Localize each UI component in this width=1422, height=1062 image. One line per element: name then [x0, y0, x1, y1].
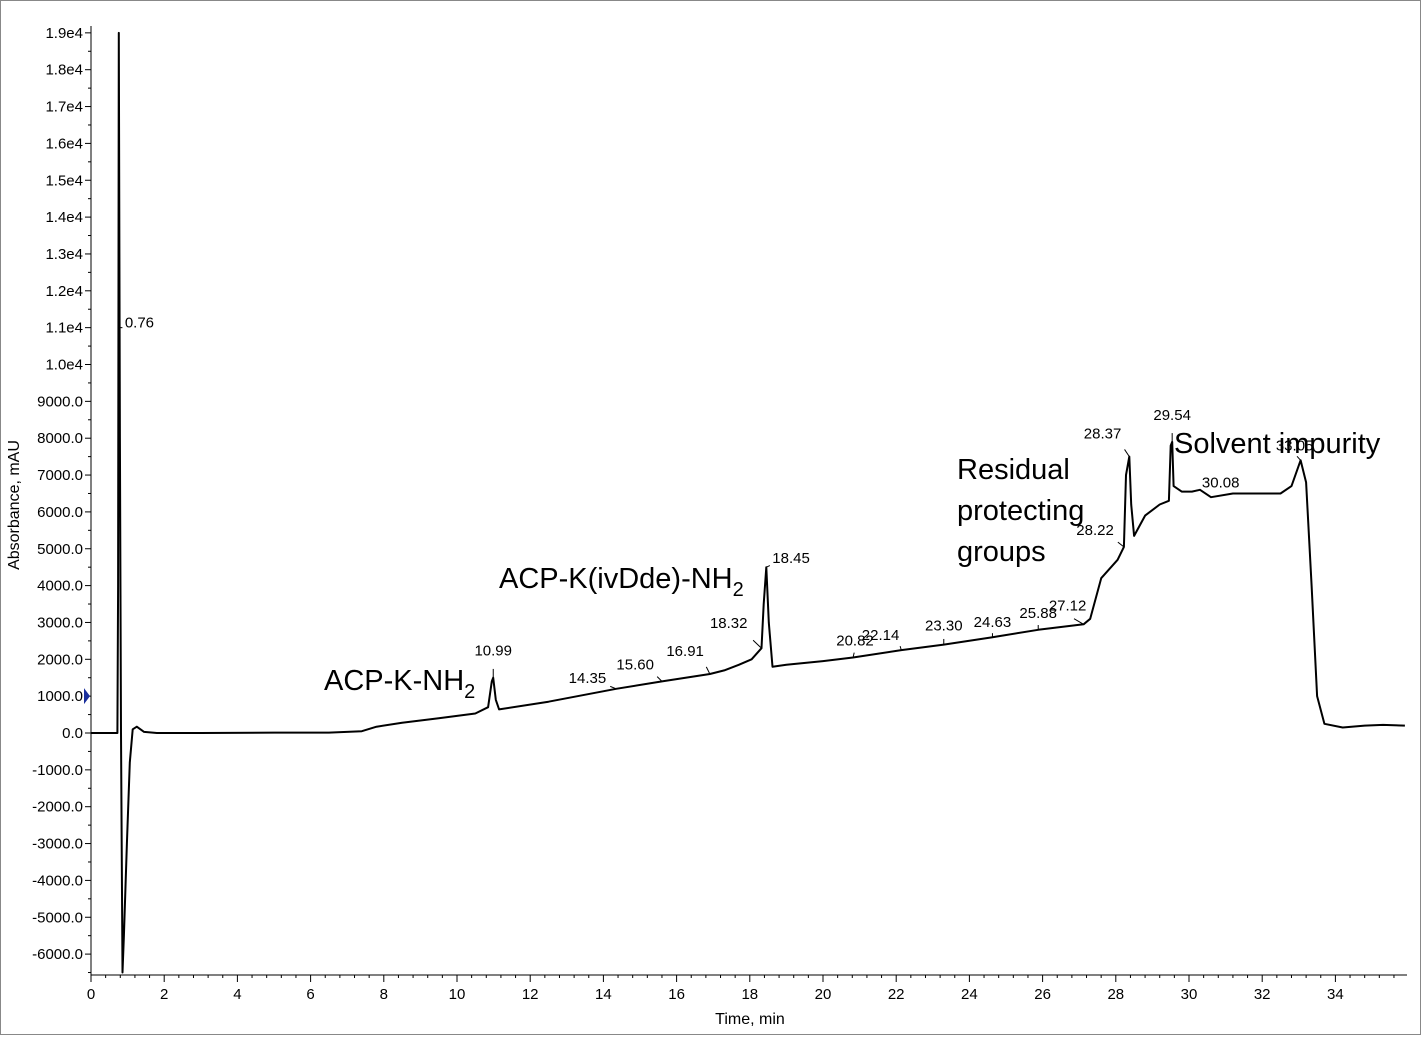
y-tick-label: -4000.0: [32, 872, 83, 889]
peak-label: 10.99: [474, 643, 512, 660]
y-tick-label: -5000.0: [32, 909, 83, 926]
peak-leader: [610, 685, 617, 690]
y-tick-label: 9000.0: [37, 393, 83, 410]
x-tick-label: 2: [160, 986, 168, 1003]
x-tick-label: 22: [888, 986, 905, 1003]
y-tick-label: 1.3e4: [45, 246, 83, 263]
y-tick-label: 2000.0: [37, 651, 83, 668]
annotation-solvent-impurity: Solvent impurity: [1174, 428, 1381, 460]
x-tick-label: 26: [1034, 986, 1051, 1003]
y-tick-label: 0.0: [62, 725, 83, 742]
x-tick-label: 10: [449, 986, 466, 1003]
x-tick-label: 28: [1107, 986, 1124, 1003]
x-tick-label: 24: [961, 986, 978, 1003]
peak-leader: [752, 639, 762, 649]
x-tick-label: 30: [1181, 986, 1198, 1003]
y-tick-label: 8000.0: [37, 430, 83, 447]
y-tick-label: -3000.0: [32, 836, 83, 853]
x-tick-label: 20: [815, 986, 832, 1003]
x-tick-label: 4: [233, 986, 241, 1003]
y-tick-label: 1.5e4: [45, 172, 83, 189]
peak-label: 33.05: [1276, 437, 1314, 454]
peak-leader: [1296, 455, 1302, 461]
y-tick-label: -1000.0: [32, 762, 83, 779]
peak-label: 30.08: [1202, 475, 1240, 492]
peak-label: 20.82: [836, 632, 874, 649]
x-axis-title: Time, min: [715, 1011, 785, 1028]
x-tick-label: 14: [595, 986, 612, 1003]
series-layer: [91, 31, 1405, 974]
y-axis: 1.9e4 1.8e4 1.7e4 1.6e4 1.5e4 1.4e4 1.3e4 1.2e4…: [32, 25, 92, 975]
y-tick-label: 1.8e4: [45, 62, 83, 79]
y-tick-label: 4000.0: [37, 578, 83, 595]
annotation-residual-groups-line: groups: [957, 536, 1046, 568]
y-tick-label: 6000.0: [37, 504, 83, 521]
annotation-acp-k-ivdde-nh2: ACP-K(ivDde)-NH2: [499, 563, 744, 601]
y-tick-label: 1.2e4: [45, 283, 83, 300]
peak-leader: [1191, 489, 1199, 493]
x-tick-label: 18: [741, 986, 758, 1003]
annotation-residual-groups-line: protecting: [957, 495, 1084, 527]
peak-label: 14.35: [569, 670, 607, 687]
annotation-acp-k-nh2: ACP-K-NH2: [324, 665, 475, 703]
peak-label: 23.30: [925, 618, 963, 635]
x-tick-label: 12: [522, 986, 539, 1003]
peak-label: 18.32: [710, 615, 748, 632]
x-tick-label: 16: [668, 986, 685, 1003]
annotation-residual-groups-line: Residual: [957, 454, 1070, 486]
annotations: ACP-K-NH2 ACP-K(ivDde)-NH2 Residual protect…: [324, 428, 1381, 703]
peak-label: 18.45: [772, 550, 810, 567]
x-tick-label: 34: [1327, 986, 1344, 1003]
peak-labels: 0.7610.9914.3515.6016.9118.3218.4520.822…: [118, 315, 1314, 690]
peak-label: 25.88: [1019, 605, 1057, 622]
y-tick-label: 5000.0: [37, 541, 83, 558]
peak-leader: [899, 645, 902, 651]
x-tick-label: 8: [380, 986, 388, 1003]
x-tick-label: 0: [87, 986, 95, 1003]
peak-label: 24.63: [974, 614, 1012, 631]
peak-label: 16.91: [666, 643, 704, 660]
x-tick-label: 6: [306, 986, 314, 1003]
peak-leader: [1073, 618, 1084, 625]
peak-leader: [1124, 449, 1130, 457]
y-tick-label: 1.1e4: [45, 320, 83, 337]
y-tick-label: -2000.0: [32, 799, 83, 816]
x-axis: 0 2 4 6 8 10 12 14 16 18 20 22 24 26 28 30 32 34: [87, 974, 1407, 1003]
x-tick-label: 32: [1254, 986, 1271, 1003]
y-tick-label: 1000.0: [37, 688, 83, 705]
outer-frame: [0, 0, 1421, 1035]
peak-label: 28.22: [1076, 522, 1114, 539]
peak-leader: [766, 565, 771, 568]
y-tick-label: 1.7e4: [45, 99, 83, 116]
peak-label: 29.54: [1153, 407, 1191, 424]
peak-label: 28.37: [1084, 426, 1122, 443]
chromatogram-trace: [91, 31, 1405, 974]
peak-leader: [852, 652, 855, 658]
y-tick-label: 1.4e4: [45, 209, 83, 226]
peak-label: 0.76: [125, 315, 154, 332]
y-tick-label: 7000.0: [37, 467, 83, 484]
peak-leader: [1117, 541, 1125, 548]
y-tick-label: 1.0e4: [45, 357, 83, 374]
y-axis-title: Absorbance, mAU: [6, 440, 23, 570]
peak-label: 27.12: [1049, 597, 1087, 614]
peak-leader: [656, 676, 663, 682]
peak-label: 22.14: [862, 627, 900, 644]
peak-label: 15.60: [616, 656, 654, 673]
y-tick-label: 1.6e4: [45, 135, 83, 152]
y-tick-label: 3000.0: [37, 614, 83, 631]
y-tick-label: -6000.0: [32, 946, 83, 963]
y-marker-icon: [84, 688, 90, 705]
y-tick-label: 1.9e4: [45, 25, 83, 42]
peak-leader: [705, 666, 711, 675]
